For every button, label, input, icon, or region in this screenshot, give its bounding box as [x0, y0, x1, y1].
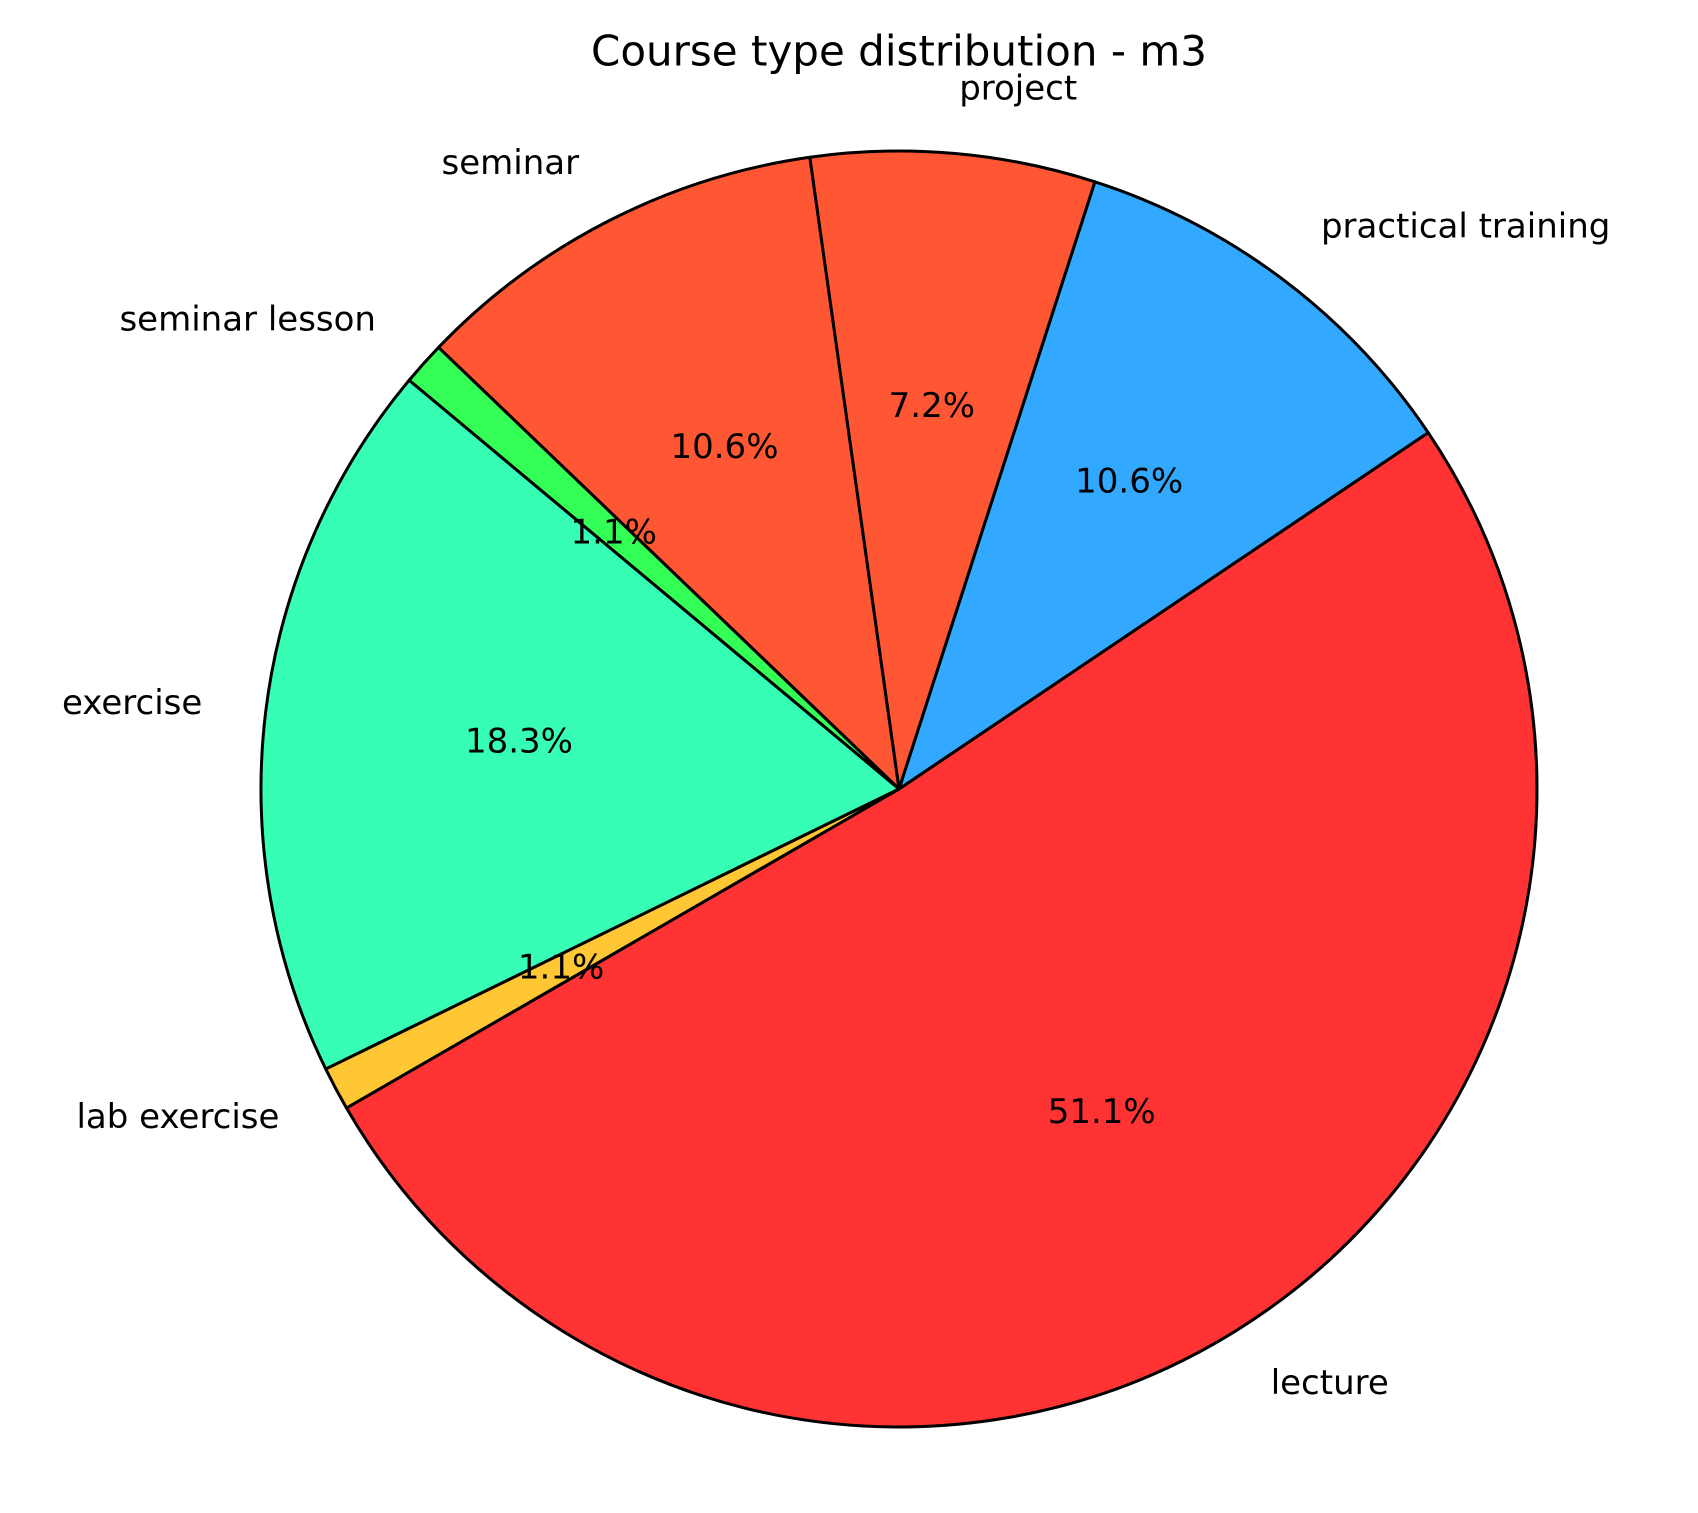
percent-label: 51.1% — [1048, 1092, 1156, 1132]
slice-label: practical training — [1321, 207, 1610, 247]
slice-label: exercise — [62, 683, 202, 723]
slice-label: lecture — [1271, 1363, 1389, 1403]
pie-slice — [897, 180, 1430, 791]
percent-label: 7.2% — [889, 386, 975, 426]
pie-slice — [808, 149, 1097, 791]
slice-label: seminar lesson — [119, 300, 376, 340]
percent-label: 10.6% — [670, 427, 778, 467]
slice-label: project — [959, 68, 1077, 108]
chart-title: Course type distribution - m3 — [591, 27, 1207, 76]
pie-slice — [324, 787, 901, 1110]
percent-label: 10.6% — [1075, 462, 1183, 502]
percent-label: 1.1% — [518, 947, 604, 987]
pie-slice — [437, 155, 901, 791]
pie-slice — [259, 378, 901, 1071]
slice-label: lab exercise — [76, 1097, 279, 1137]
percent-label: 18.3% — [465, 722, 573, 762]
percent-label: 1.1% — [571, 512, 657, 552]
pie-slice — [344, 431, 1539, 1429]
slice-label: seminar — [442, 143, 580, 183]
